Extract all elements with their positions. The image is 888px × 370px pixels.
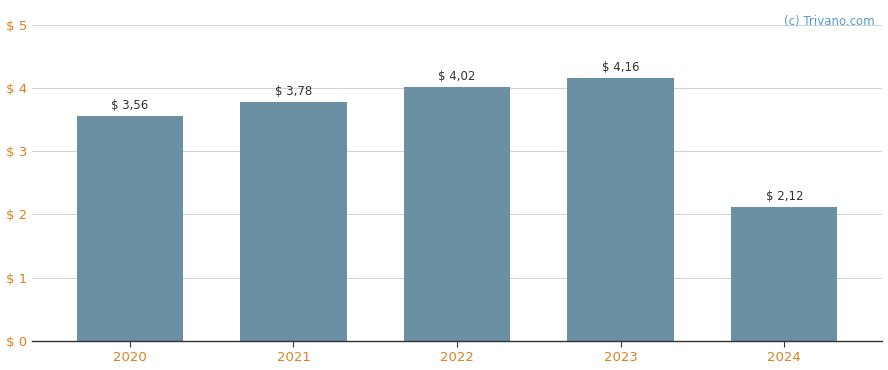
Bar	[76, 116, 183, 341]
Text: $ 3,78: $ 3,78	[274, 85, 312, 98]
Bar	[567, 78, 674, 341]
Bar	[241, 102, 346, 341]
Text: (c) Trivano.com: (c) Trivano.com	[784, 15, 875, 28]
Bar	[404, 87, 511, 341]
Text: $ 3,56: $ 3,56	[111, 99, 148, 112]
Text: $ 4,02: $ 4,02	[439, 70, 476, 83]
Text: $ 2,12: $ 2,12	[765, 190, 803, 203]
Text: $ 4,16: $ 4,16	[602, 61, 639, 74]
Bar	[731, 207, 837, 341]
